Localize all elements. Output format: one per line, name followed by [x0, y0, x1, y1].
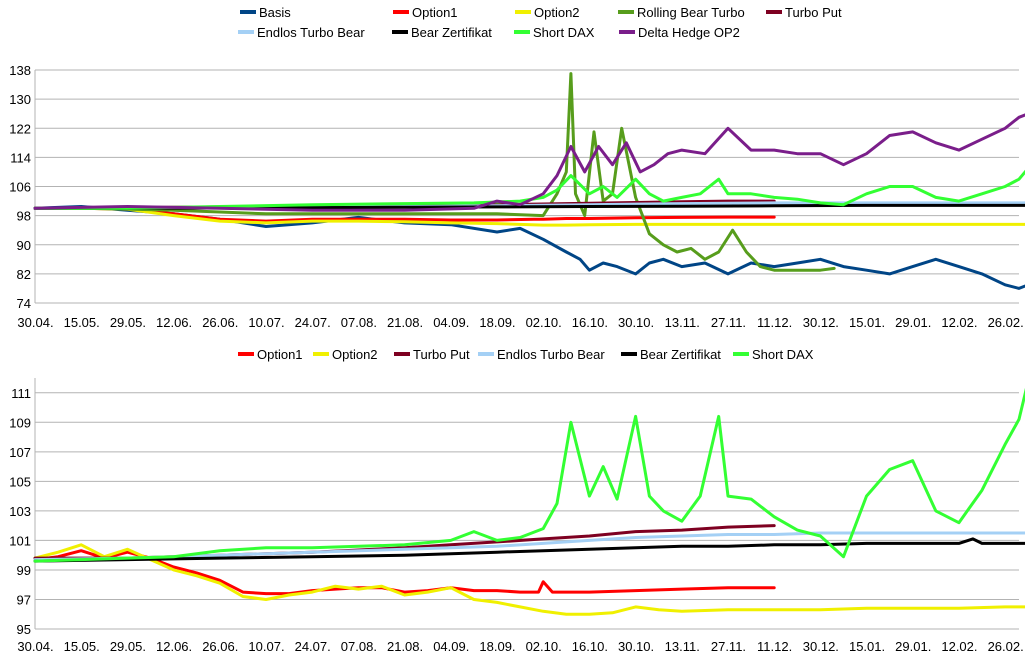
chart1-y-tick-label: 106: [9, 180, 31, 195]
chart2-y-tick-label: 105: [9, 474, 31, 489]
chart1-x-tick-label: 04.09.: [433, 315, 469, 330]
chart2-y-tick-label: 111: [11, 386, 31, 401]
chart2-y-tick-label: 109: [9, 415, 31, 430]
chart2-x-tick-label: 12.02.: [941, 639, 977, 654]
chart2-legend-label-option2: Option2: [332, 347, 378, 362]
chart2-x-tick-label: 27.11.: [711, 639, 746, 654]
chart1-x-tick-label: 30.04.: [17, 315, 53, 330]
chart2-y-tick-label: 101: [9, 533, 31, 548]
chart1-x-tick-label: 13.11.: [665, 315, 700, 330]
chart1-legend-label-endlos-turbo-bear: Endlos Turbo Bear: [257, 25, 365, 40]
chart2-y-tick-label: 103: [9, 504, 31, 519]
chart2-plot-area: [35, 378, 1019, 629]
chart1-y-tick-label: 114: [10, 150, 31, 165]
chart2-x-tick-label: 15.05.: [64, 639, 100, 654]
chart2-y-tick-label: 97: [17, 592, 31, 607]
chart1-x-tick-label: 11.12.: [757, 315, 792, 330]
chart2-x-tick-label: 07.08.: [341, 639, 377, 654]
chart1-y-tick-label: 130: [9, 92, 31, 107]
chart2-y-tick-label: 107: [9, 445, 31, 460]
chart2-x-tick-label: 21.08.: [387, 639, 423, 654]
chart1-y-tick-label: 122: [9, 121, 31, 136]
chart2-x-tick-label: 30.12.: [803, 639, 839, 654]
chart1-x-tick-label: 15.05.: [64, 315, 100, 330]
chart1-legend-label-basis: Basis: [259, 5, 291, 20]
chart1-x-tick-label: 30.12.: [803, 315, 839, 330]
chart2-y-tick-label: 99: [17, 563, 31, 578]
chart1-x-tick-label: 21.08.: [387, 315, 423, 330]
chart1-x-tick-label: 18.09.: [479, 315, 515, 330]
chart1-legend-label-option1: Option1: [412, 5, 458, 20]
chart2-x-tick-label: 11.12.: [757, 639, 792, 654]
chart1-legend-label-turbo-put: Turbo Put: [785, 5, 842, 20]
chart2-x-tick-label: 29.05.: [110, 639, 146, 654]
chart2-x-tick-label: 26.06.: [202, 639, 238, 654]
chart1-series-line-option1: [33, 206, 776, 223]
chart2-legend-label-option1: Option1: [257, 347, 303, 362]
chart2-x-tick-label: 30.10.: [618, 639, 654, 654]
chart2-x-tick-label: 04.09.: [433, 639, 469, 654]
chart1-x-tick-label: 30.10.: [618, 315, 654, 330]
chart2-x-tick-label: 24.07.: [295, 639, 331, 654]
chart1-y-tick-label: 90: [17, 238, 31, 253]
chart1-x-tick-label: 29.01.: [895, 315, 931, 330]
chart1-series-line-option2: [33, 206, 1025, 227]
chart1-y-tick-label: 74: [17, 296, 31, 311]
chart2-y-tick-label: 95: [17, 622, 31, 637]
chart1-x-tick-label: 24.07.: [295, 315, 331, 330]
chart1-x-tick-label: 12.06.: [156, 315, 192, 330]
chart1-x-tick-label: 07.08.: [341, 315, 377, 330]
chart2-series-line-endlos-turbo-bear: [33, 531, 1025, 562]
chart1-x-tick-label: 29.05.: [110, 315, 146, 330]
chart1-legend-label-option2: Option2: [534, 5, 580, 20]
chart2-x-tick-label: 15.01.: [849, 639, 885, 654]
chart1-y-tick-label: 98: [17, 209, 31, 224]
chart2-x-tick-label: 29.01.: [895, 639, 931, 654]
chart1-x-tick-label: 26.06.: [202, 315, 238, 330]
chart2-series-line-option2: [33, 543, 1025, 616]
chart2-x-tick-label: 16.10.: [572, 639, 608, 654]
chart1-x-tick-label: 16.10.: [572, 315, 608, 330]
chart1-x-tick-label: 12.02.: [941, 315, 977, 330]
chart2-x-tick-label: 12.06.: [156, 639, 192, 654]
chart1-legend-label-delta-hedge-op2: Delta Hedge OP2: [638, 25, 740, 40]
chart2-x-tick-label: 18.09.: [479, 639, 515, 654]
chart2-legend-label-short-dax: Short DAX: [752, 347, 814, 362]
chart2-x-tick-label: 13.11.: [665, 639, 700, 654]
chart1-y-tick-label: 138: [9, 63, 31, 78]
chart1-x-tick-label: 27.11.: [711, 315, 746, 330]
chart1-x-tick-label: 10.07.: [248, 315, 284, 330]
chart1-y-tick-label: 82: [17, 267, 31, 282]
chart1-x-tick-label: 02.10.: [526, 315, 562, 330]
chart2-x-tick-label: 10.07.: [248, 639, 284, 654]
chart2-x-tick-label: 30.04.: [17, 639, 53, 654]
chart1-series-line-delta-hedge-op2: [33, 113, 1025, 212]
chart2-legend-label-turbo-put: Turbo Put: [413, 347, 470, 362]
chart2-legend-label-bear-zertifikat: Bear Zertifikat: [640, 347, 721, 362]
chart2-legend-label-endlos-turbo-bear: Endlos Turbo Bear: [497, 347, 605, 362]
chart2-x-tick-label: 26.02.: [988, 639, 1024, 654]
chart1-legend-label-rolling-bear-turbo: Rolling Bear Turbo: [637, 5, 745, 20]
chart2-series-line-short-dax: [33, 387, 1025, 563]
chart1-x-tick-label: 26.02.: [988, 315, 1024, 330]
chart1-legend-label-bear-zertifikat: Bear Zertifikat: [411, 25, 492, 40]
chart1-x-tick-label: 15.01.: [849, 315, 885, 330]
chart1-series-line-rolling-bear-turbo: [33, 72, 836, 272]
chart2-series-line-bear-zertifikat: [33, 537, 1025, 563]
chart1-legend-label-short-dax: Short DAX: [533, 25, 595, 40]
chart2-x-tick-label: 02.10.: [526, 639, 562, 654]
